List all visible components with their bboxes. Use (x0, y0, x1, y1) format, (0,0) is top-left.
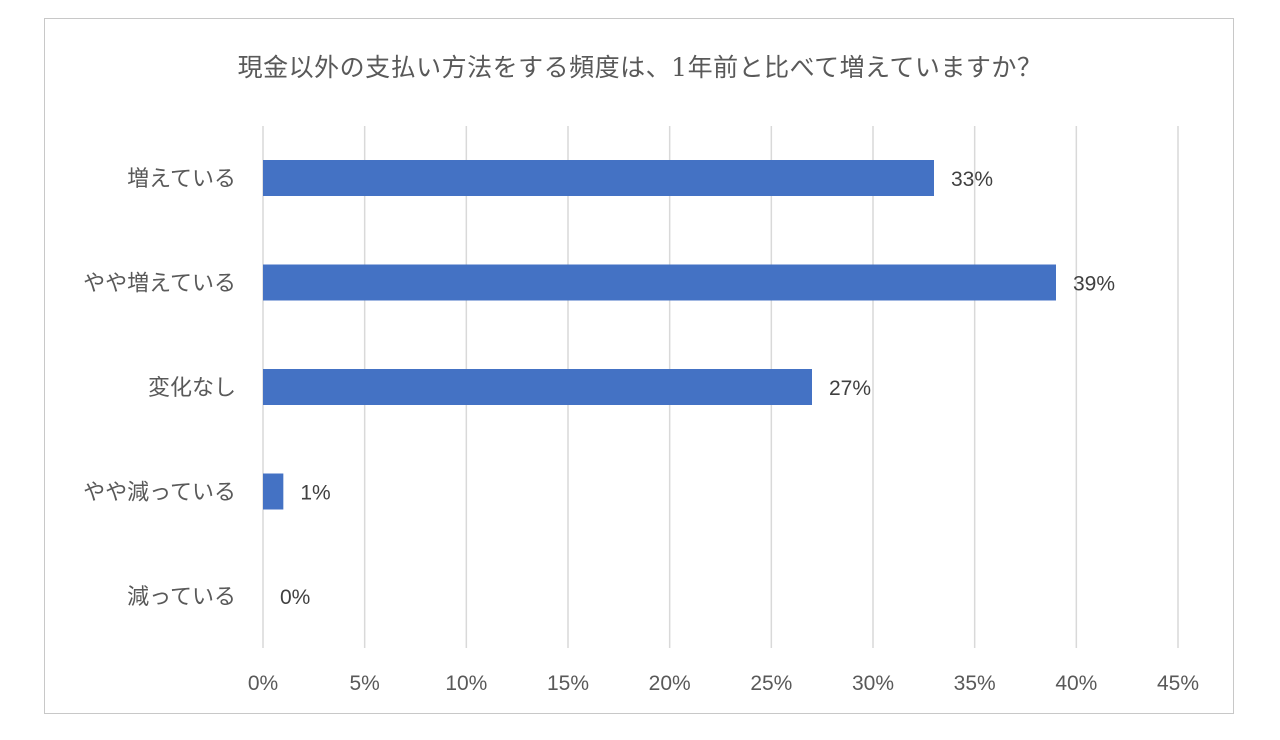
x-tick-label: 40% (1055, 672, 1097, 695)
x-tick-label: 5% (349, 672, 379, 695)
chart-frame (44, 18, 1234, 714)
data-label: 33% (951, 168, 993, 191)
chart-title: 現金以外の支払い方法をする頻度は、1年前と比べて増えていますか？ (237, 53, 1043, 82)
bar-3 (263, 473, 284, 510)
bar-2 (263, 369, 812, 405)
x-tick-label: 45% (1157, 672, 1199, 695)
x-tick-label: 10% (445, 672, 487, 695)
category-label: やや減っている (83, 481, 236, 506)
x-tick-label: 35% (954, 672, 996, 695)
bars (263, 160, 1056, 510)
category-label: やや増えている (83, 272, 236, 297)
data-label: 1% (300, 482, 330, 505)
category-label: 減っている (127, 585, 236, 610)
bar-0 (263, 160, 934, 196)
bar-1 (263, 264, 1056, 301)
data-label: 39% (1073, 273, 1115, 296)
x-tick-label: 30% (852, 672, 894, 695)
x-tick-label: 25% (750, 672, 792, 695)
category-label: 増えている (127, 167, 236, 192)
x-tick-label: 20% (649, 672, 691, 695)
data-labels: 33% 39% 27% 1% 0% (280, 168, 1115, 609)
x-tick-labels: 0% 5% 10% 15% 20% 25% 30% 35% 40% 45% (248, 672, 1199, 695)
data-label: 0% (280, 586, 310, 609)
x-tick-label: 15% (547, 672, 589, 695)
data-label: 27% (829, 377, 871, 400)
x-tick-label: 0% (248, 672, 278, 695)
category-label: 変化なし (148, 376, 236, 401)
